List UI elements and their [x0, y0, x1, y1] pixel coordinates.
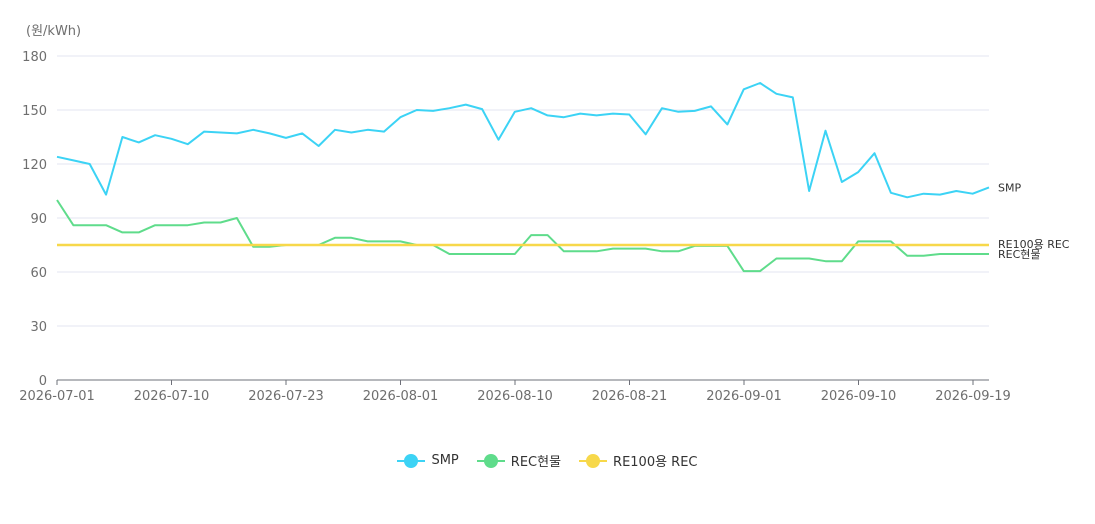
x-tick-label: 2026-08-21	[592, 389, 668, 404]
legend-label: SMP	[431, 453, 459, 468]
legend-swatch-icon	[579, 453, 608, 468]
y-tick-label: 150	[22, 104, 47, 119]
y-tick-label: 120	[22, 158, 47, 173]
gridlines	[57, 55, 989, 327]
legend-item[interactable]: RE100용 REC	[579, 451, 698, 470]
x-tick-label: 2026-08-01	[363, 389, 439, 404]
legend-swatch-icon	[397, 453, 426, 468]
x-tick-label: 2026-07-10	[134, 389, 210, 404]
series-end-label: REC현물	[998, 248, 1041, 261]
y-tick-label: 60	[30, 266, 47, 281]
x-tick-label: 2026-09-01	[706, 389, 782, 404]
series-lines	[56, 82, 990, 273]
x-tick-label: 2026-09-19	[935, 389, 1011, 404]
y-tick-label: 30	[30, 320, 47, 335]
y-tick-label: 0	[39, 374, 47, 389]
series-end-label: RE100용 REC	[998, 238, 1070, 251]
legend-item[interactable]: REC현물	[476, 451, 562, 470]
y-axis: 0 30 60 90 120 150 180	[22, 50, 47, 389]
legend-label: RE100용 REC	[613, 455, 698, 470]
legend: SMP REC현물 RE100용 REC	[0, 451, 1095, 470]
x-tick-label: 2026-07-23	[248, 389, 324, 404]
series-end-label: SMP	[998, 181, 1021, 194]
y-axis-unit-label: (원/kWh)	[26, 24, 81, 39]
x-tick-label: 2026-07-01	[19, 389, 95, 404]
legend-item[interactable]: SMP	[397, 451, 459, 470]
legend-swatch-icon	[476, 453, 505, 468]
x-tick-label: 2026-08-10	[477, 389, 553, 404]
x-axis: 2026-07-01 2026-07-10 2026-07-23 2026-08-01…	[19, 379, 1011, 404]
y-tick-label: 180	[22, 50, 47, 65]
series-line-rec-spot	[56, 199, 989, 273]
y-tick-label: 90	[30, 212, 47, 227]
series-line-smp	[56, 82, 990, 199]
legend-label: REC현물	[510, 455, 562, 470]
x-tick-label: 2026-09-10	[821, 389, 897, 404]
